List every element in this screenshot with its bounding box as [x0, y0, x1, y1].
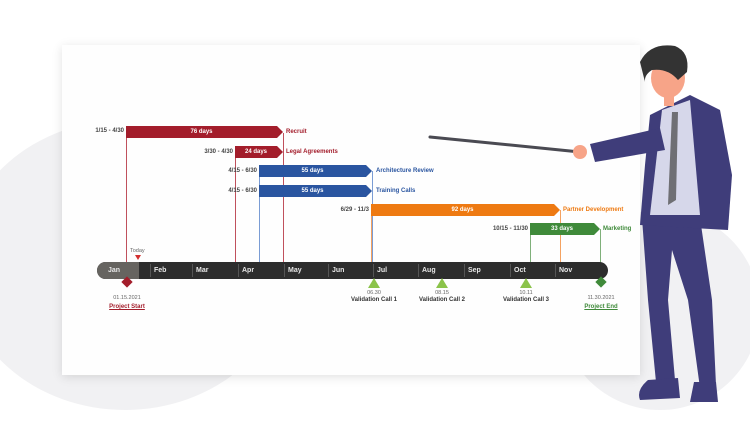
month-divider	[192, 264, 193, 277]
connector-line	[600, 229, 601, 284]
task-duration: 55 days	[301, 168, 324, 174]
month-feb: Feb	[154, 267, 167, 274]
month-divider	[328, 264, 329, 277]
task-bar-recruit[interactable]: 76 days	[126, 126, 283, 138]
connector-line	[560, 210, 561, 262]
task-bar-partner[interactable]: 92 days	[371, 204, 560, 216]
milestone-date: 10.11	[519, 290, 533, 296]
timeline-elapsed	[97, 262, 139, 279]
month-divider	[464, 264, 465, 277]
month-jul: Jul	[377, 267, 388, 274]
month-divider	[555, 264, 556, 277]
month-divider	[238, 264, 239, 277]
month-divider	[418, 264, 419, 277]
task-range: 4/15 - 6/30	[228, 188, 257, 194]
month-mar: Mar	[196, 267, 209, 274]
presenter-illustration	[428, 45, 732, 402]
project-start-date: 01.15.2021	[113, 295, 141, 301]
project-end-date: 11.30.2021	[587, 295, 615, 301]
task-label: Legal Agreements	[286, 149, 338, 155]
connector-line	[372, 171, 373, 262]
month-apr: Apr	[242, 267, 255, 274]
milestone-label[interactable]: Validation Call 2	[418, 297, 465, 303]
month-may: May	[288, 267, 302, 274]
task-range: 1/15 - 4/30	[95, 128, 124, 134]
milestone-triangle-icon	[436, 278, 448, 288]
project-end-label: Project End	[584, 304, 618, 310]
task-label: Architecture Review	[376, 168, 434, 174]
connector-line	[371, 210, 372, 262]
connector-line	[126, 133, 127, 283]
task-duration: 24 days	[244, 149, 268, 155]
task-bar-architecture[interactable]: 55 days	[259, 165, 372, 177]
connector-line	[530, 229, 531, 262]
timeline-bar	[97, 262, 608, 279]
task-label: Recruit	[286, 129, 307, 135]
milestone-triangle-icon	[368, 278, 380, 288]
task-duration: 92 days	[451, 207, 474, 213]
connector-line	[235, 152, 236, 262]
month-aug: Aug	[422, 267, 436, 274]
task-range: 6/29 - 11/3	[340, 207, 369, 213]
month-divider	[510, 264, 511, 277]
milestone-label[interactable]: Validation Call 3	[502, 297, 549, 303]
month-jun: Jun	[332, 267, 345, 274]
milestone-date: 06.30	[367, 290, 381, 296]
task-range: 10/15 - 11/30	[492, 226, 528, 232]
task-duration: 33 days	[550, 226, 574, 232]
task-range: 4/15 - 6/30	[228, 168, 257, 174]
task-bar-training[interactable]: 55 days	[259, 185, 372, 197]
month-divider	[284, 264, 285, 277]
task-duration: 55 days	[301, 188, 324, 194]
milestone-date: 08.15	[435, 290, 449, 296]
month-nov: Nov	[559, 267, 573, 274]
connector-line	[259, 171, 260, 262]
task-label: Partner Development	[563, 207, 624, 213]
connector-line	[283, 133, 284, 262]
task-duration: 76 days	[190, 129, 213, 135]
project-start-label: Project Start	[109, 304, 145, 310]
milestone-triangle-icon	[520, 278, 532, 288]
milestone-label[interactable]: Validation Call 1	[350, 297, 397, 303]
month-jan: Jan	[108, 267, 121, 274]
task-label: Marketing	[603, 226, 632, 232]
month-oct: Oct	[514, 267, 526, 274]
task-bar-marketing[interactable]: 33 days	[530, 223, 600, 235]
month-divider	[150, 264, 151, 277]
today-marker-icon	[135, 255, 141, 260]
task-bar-legal[interactable]: 24 days	[235, 146, 283, 158]
month-sep: Sep	[468, 267, 481, 274]
month-divider	[373, 264, 374, 277]
task-range: 3/30 - 4/30	[204, 149, 233, 155]
today-label: Today	[130, 248, 145, 254]
task-label: Training Calls	[376, 188, 416, 194]
